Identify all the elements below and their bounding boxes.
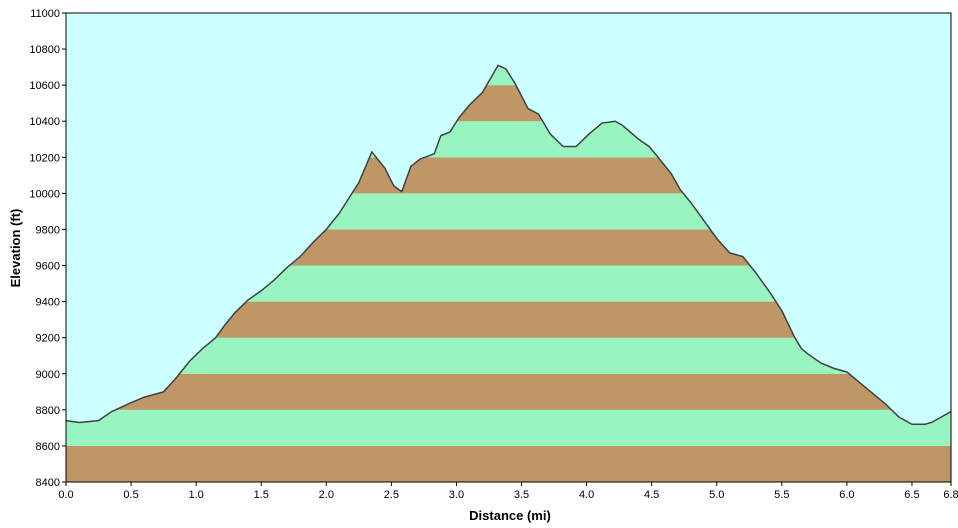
- x-tick-label: 4.0: [579, 489, 594, 501]
- y-tick-label: 10200: [29, 152, 60, 164]
- elevation-profile-line: [65, 64, 952, 426]
- x-tick-label: 1.5: [254, 489, 269, 501]
- x-axis-title: Distance (mi): [469, 508, 551, 523]
- elevation-band: [66, 445, 951, 482]
- y-tick-label: 9400: [36, 297, 60, 309]
- x-tick-label: 6.8: [943, 489, 958, 501]
- elevation-band: [66, 409, 951, 446]
- y-tick-label: 11000: [30, 8, 60, 20]
- y-tick-label: 8400: [36, 477, 60, 489]
- elevation-band: [66, 373, 951, 410]
- plot-area: [65, 12, 952, 483]
- y-tick-label: 10800: [29, 44, 60, 56]
- y-tick-label: 9200: [36, 333, 60, 345]
- x-tick-label: 4.5: [644, 489, 659, 501]
- y-axis-title: Elevation (ft): [8, 209, 23, 288]
- y-tick-label: 10400: [29, 116, 60, 128]
- x-tick-label: 2.5: [384, 489, 399, 501]
- y-tick-label: 9800: [36, 224, 60, 236]
- y-tick-label: 10600: [29, 80, 60, 92]
- x-tick-label: 2.0: [319, 489, 334, 501]
- x-tick-label: 6.5: [904, 489, 919, 501]
- x-tick-label: 3.5: [514, 489, 529, 501]
- y-tick-label: 8600: [36, 441, 60, 453]
- y-axis: 8400 8600 8800 9000 9200 9400 9600 9800 10000 102…: [29, 8, 66, 489]
- x-tick-label: 5.5: [774, 489, 789, 501]
- y-tick-label: 8800: [36, 405, 60, 417]
- x-tick-label: 3.0: [449, 489, 464, 501]
- x-tick-label: 0.0: [58, 489, 73, 501]
- x-axis: 0.0 0.5 1.0 1.5 2.0 2.5 3.0 3.5 4.0 4.5 5.0 5.5 6.0 6…: [58, 482, 958, 501]
- y-tick-label: 9000: [36, 369, 60, 381]
- y-tick-label: 10000: [29, 188, 60, 200]
- plot-frame: [65, 12, 952, 483]
- x-tick-label: 5.0: [709, 489, 724, 501]
- x-tick-label: 1.0: [188, 489, 203, 501]
- x-tick-label: 6.0: [839, 489, 854, 501]
- y-tick-label: 9600: [36, 261, 60, 273]
- x-tick-label: 0.5: [123, 489, 138, 501]
